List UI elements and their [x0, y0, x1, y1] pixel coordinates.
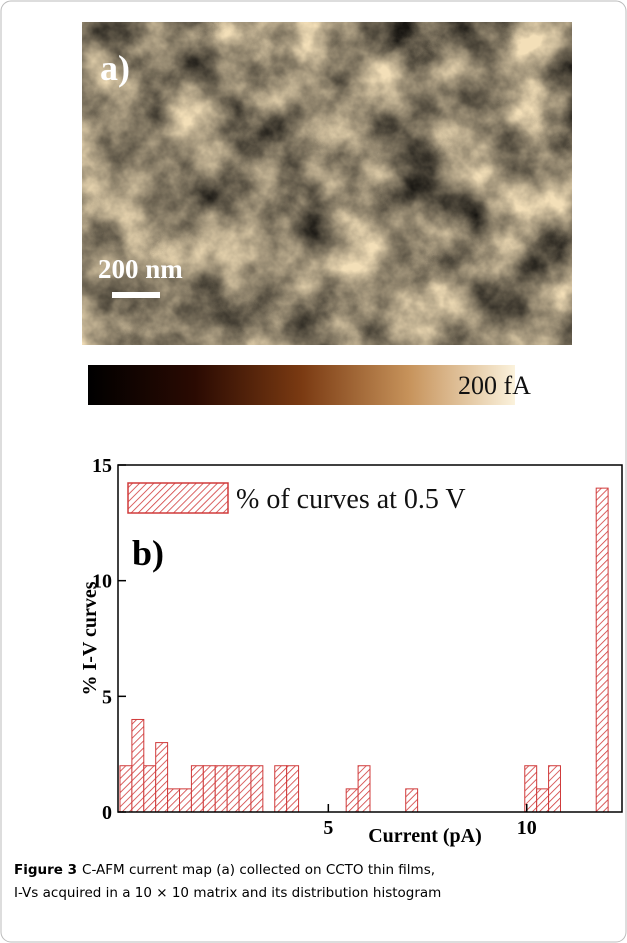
bar [251, 766, 263, 812]
colorbar [88, 365, 515, 405]
bar [168, 789, 180, 812]
bar [120, 766, 132, 812]
caption-text: I-Vs acquired in a 10 × 10 matrix and it… [14, 885, 441, 901]
y-tick-label: 0 [102, 802, 112, 824]
bar [215, 766, 227, 812]
x-tick-label: 5 [323, 817, 333, 839]
figure: a) 200 nm 200 fA 051015510Current (pA)% … [0, 0, 627, 943]
colorbar-label: 200 fA [458, 371, 531, 400]
bar [156, 743, 168, 812]
y-tick-label: 15 [92, 455, 112, 477]
bar [203, 766, 215, 812]
bar [144, 766, 156, 812]
caption-text: C-AFM current map (a) collected on CCTO … [82, 862, 435, 878]
bar [191, 766, 203, 812]
bar [596, 488, 608, 812]
legend-label: % of curves at 0.5 V [236, 484, 466, 515]
scale-bar [112, 292, 160, 298]
bar [346, 789, 358, 812]
y-axis-label: % I-V curves [79, 581, 101, 695]
panel-label: b) [132, 533, 164, 573]
bar [358, 766, 370, 812]
bar [406, 789, 418, 812]
y-tick-label: 5 [102, 686, 112, 708]
x-tick-label: 10 [517, 817, 537, 839]
bar [275, 766, 287, 812]
scale-bar-label: 200 nm [98, 254, 183, 284]
panel-label: a) [100, 48, 130, 88]
bar [180, 789, 192, 812]
bar [239, 766, 251, 812]
bar [549, 766, 561, 812]
bar [537, 789, 549, 812]
bar [287, 766, 299, 812]
bar [227, 766, 239, 812]
bar [132, 719, 144, 812]
page: a) 200 nm 200 fA 051015510Current (pA)% … [0, 0, 627, 943]
x-axis-label: Current (pA) [368, 825, 482, 847]
caption-label: Figure 3 [14, 862, 77, 878]
legend-swatch [128, 483, 228, 513]
